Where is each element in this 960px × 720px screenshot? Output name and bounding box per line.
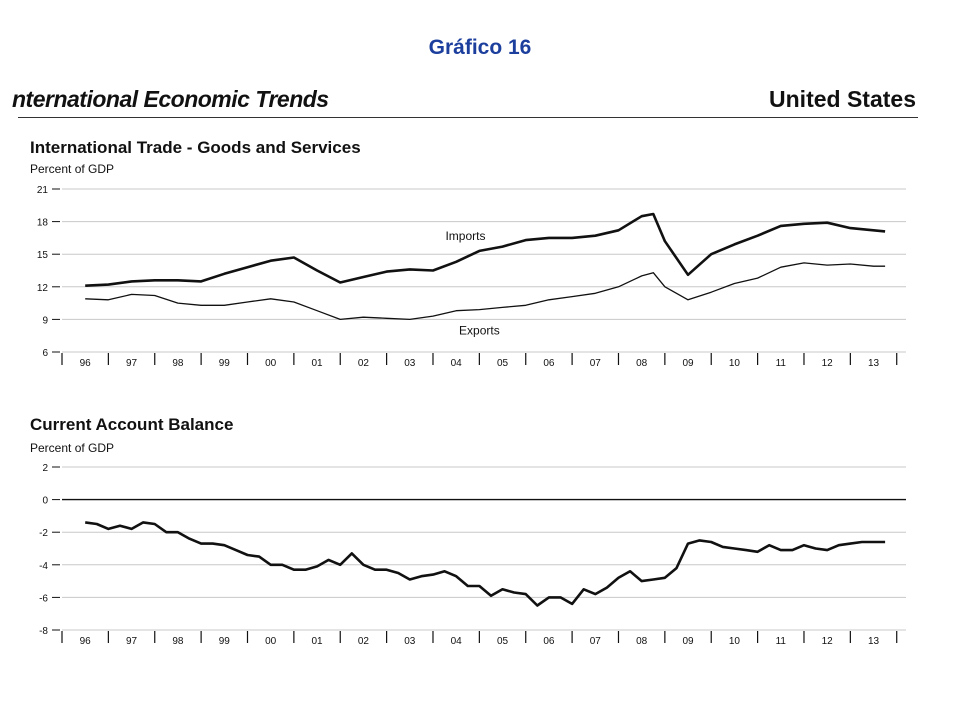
x-tick-label: 97 (126, 636, 138, 647)
x-tick-label: 99 (219, 636, 231, 647)
x-tick-label: 01 (311, 636, 323, 647)
x-tick-label: 07 (590, 636, 602, 647)
x-tick-label: 06 (543, 358, 555, 369)
y-tick-label: -4 (39, 561, 48, 572)
country-name: United States (769, 86, 916, 112)
x-tick-label: 12 (822, 358, 834, 369)
x-tick-label: 11 (776, 636, 787, 647)
y-tick-label: -6 (39, 593, 48, 604)
x-tick-label: 01 (311, 358, 323, 369)
publication-title: nternational Economic Trends (12, 86, 329, 112)
x-tick-label: 02 (358, 358, 370, 369)
x-tick-label: 03 (404, 636, 416, 647)
x-tick-label: 00 (265, 636, 277, 647)
y-tick-label: 15 (37, 250, 49, 261)
y-tick-label: 0 (42, 496, 48, 507)
x-tick-label: 12 (822, 636, 834, 647)
exports-line (85, 262, 886, 321)
trade-chart: International Trade - Goods and Services… (30, 138, 906, 369)
imports-line (85, 212, 886, 287)
y-tick-label: 6 (42, 348, 48, 359)
y-axis-label: Percent of GDP (30, 162, 114, 176)
y-tick-label: 18 (37, 218, 49, 229)
x-tick-label: 02 (358, 636, 370, 647)
x-tick-label: 11 (776, 358, 787, 369)
x-tick-label: 13 (868, 358, 880, 369)
chart-title: International Trade - Goods and Services (30, 138, 361, 157)
y-tick-label: -2 (39, 528, 48, 539)
x-tick-label: 08 (636, 636, 648, 647)
x-tick-label: 00 (265, 358, 277, 369)
x-tick-label: 09 (682, 358, 694, 369)
x-tick-label: 96 (80, 358, 92, 369)
x-tick-label: 09 (682, 636, 694, 647)
x-tick-label: 03 (404, 358, 416, 369)
header-divider (18, 117, 918, 118)
y-tick-label: 21 (37, 185, 49, 196)
x-tick-label: 10 (729, 358, 741, 369)
x-tick-label: 05 (497, 636, 509, 647)
x-tick-label: 97 (126, 358, 138, 369)
current-account-balance-line (85, 521, 886, 607)
y-tick-label: 12 (37, 283, 49, 294)
chart-title: Current Account Balance (30, 415, 233, 434)
x-tick-label: 98 (172, 358, 184, 369)
x-tick-label: 10 (729, 636, 741, 647)
x-tick-label: 04 (451, 636, 463, 647)
x-tick-label: 08 (636, 358, 648, 369)
x-tick-label: 06 (543, 636, 555, 647)
y-tick-label: -8 (39, 626, 48, 637)
x-tick-label: 07 (590, 358, 602, 369)
series-annotation: Exports (459, 324, 500, 338)
x-tick-label: 98 (172, 636, 184, 647)
slide-title: Gráfico 16 (428, 36, 532, 59)
x-tick-label: 05 (497, 358, 509, 369)
y-axis-label: Percent of GDP (30, 441, 114, 455)
series-annotation: Imports (445, 229, 485, 243)
x-tick-label: 96 (80, 636, 92, 647)
x-tick-label: 04 (451, 358, 463, 369)
x-tick-label: 99 (219, 358, 231, 369)
y-tick-label: 2 (42, 463, 48, 474)
x-tick-label: 13 (868, 636, 880, 647)
y-tick-label: 9 (42, 315, 48, 326)
